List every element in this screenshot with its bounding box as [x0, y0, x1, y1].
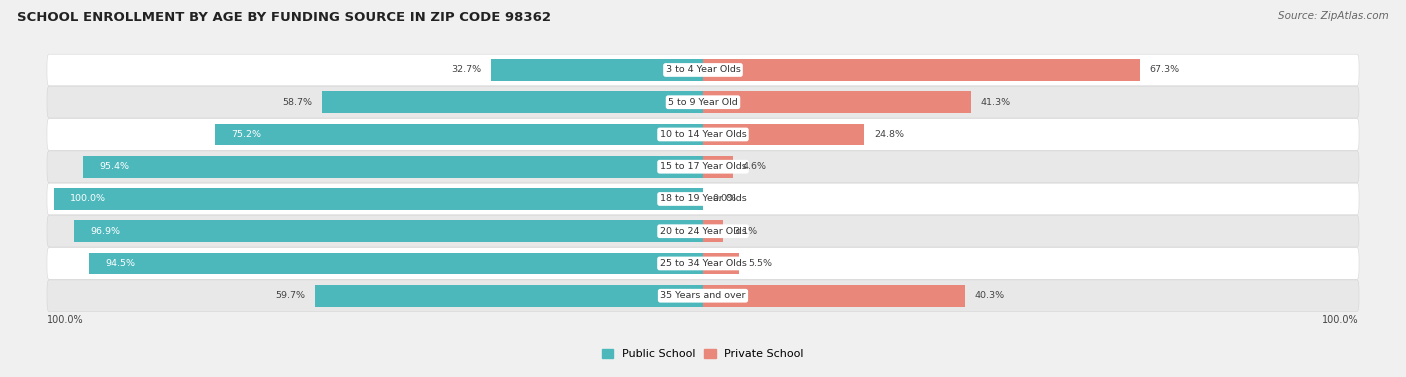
- Text: 18 to 19 Year Olds: 18 to 19 Year Olds: [659, 195, 747, 204]
- Text: 35 Years and over: 35 Years and over: [661, 291, 745, 300]
- Bar: [315, 285, 703, 307]
- Text: 100.0%: 100.0%: [70, 195, 105, 204]
- Bar: [89, 253, 703, 274]
- Bar: [83, 156, 703, 178]
- Text: 41.3%: 41.3%: [981, 98, 1011, 107]
- Bar: [703, 285, 965, 307]
- Bar: [703, 91, 972, 113]
- Text: 0.0%: 0.0%: [713, 195, 737, 204]
- FancyBboxPatch shape: [46, 119, 1360, 150]
- FancyBboxPatch shape: [46, 86, 1360, 118]
- Bar: [53, 188, 703, 210]
- Bar: [73, 220, 703, 242]
- FancyBboxPatch shape: [46, 151, 1360, 182]
- Text: 100.0%: 100.0%: [1322, 315, 1360, 325]
- Text: 3 to 4 Year Olds: 3 to 4 Year Olds: [665, 66, 741, 75]
- Text: 32.7%: 32.7%: [451, 66, 481, 75]
- Bar: [491, 59, 703, 81]
- Text: 95.4%: 95.4%: [100, 162, 129, 171]
- Text: 40.3%: 40.3%: [974, 291, 1005, 300]
- Text: Source: ZipAtlas.com: Source: ZipAtlas.com: [1278, 11, 1389, 21]
- Text: 15 to 17 Year Olds: 15 to 17 Year Olds: [659, 162, 747, 171]
- FancyBboxPatch shape: [46, 248, 1360, 279]
- Bar: [703, 124, 865, 146]
- Text: 58.7%: 58.7%: [283, 98, 312, 107]
- Text: 3.1%: 3.1%: [733, 227, 756, 236]
- FancyBboxPatch shape: [46, 54, 1360, 86]
- Text: 24.8%: 24.8%: [873, 130, 904, 139]
- Text: 75.2%: 75.2%: [231, 130, 262, 139]
- Text: 94.5%: 94.5%: [105, 259, 135, 268]
- Text: 5.5%: 5.5%: [748, 259, 772, 268]
- Text: 59.7%: 59.7%: [276, 291, 305, 300]
- Text: 25 to 34 Year Olds: 25 to 34 Year Olds: [659, 259, 747, 268]
- Bar: [322, 91, 703, 113]
- Legend: Public School, Private School: Public School, Private School: [602, 349, 804, 359]
- Text: 96.9%: 96.9%: [90, 227, 120, 236]
- FancyBboxPatch shape: [46, 280, 1360, 311]
- Bar: [703, 253, 738, 274]
- Text: 20 to 24 Year Olds: 20 to 24 Year Olds: [659, 227, 747, 236]
- Bar: [215, 124, 703, 146]
- Text: 10 to 14 Year Olds: 10 to 14 Year Olds: [659, 130, 747, 139]
- Text: 67.3%: 67.3%: [1150, 66, 1180, 75]
- Text: 100.0%: 100.0%: [46, 315, 84, 325]
- Text: 5 to 9 Year Old: 5 to 9 Year Old: [668, 98, 738, 107]
- Bar: [703, 220, 723, 242]
- Text: 4.6%: 4.6%: [742, 162, 766, 171]
- FancyBboxPatch shape: [46, 183, 1360, 215]
- Bar: [703, 156, 733, 178]
- Bar: [703, 59, 1140, 81]
- Text: SCHOOL ENROLLMENT BY AGE BY FUNDING SOURCE IN ZIP CODE 98362: SCHOOL ENROLLMENT BY AGE BY FUNDING SOUR…: [17, 11, 551, 24]
- FancyBboxPatch shape: [46, 215, 1360, 247]
